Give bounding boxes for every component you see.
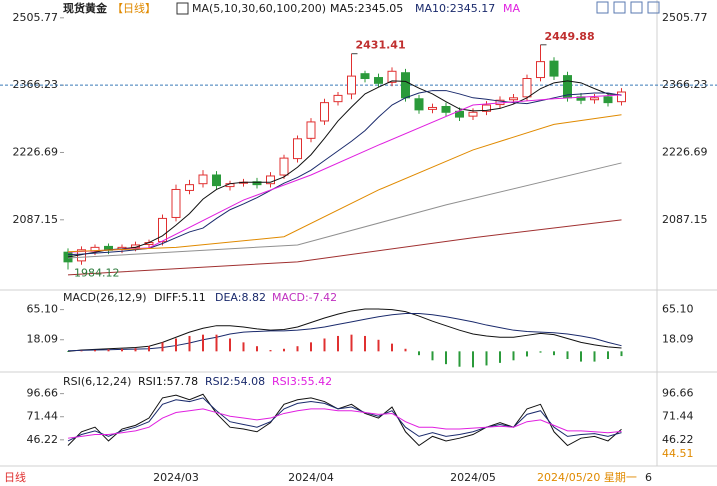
legend-entry: MACD:-7.42 bbox=[272, 291, 337, 304]
candle-body bbox=[603, 96, 613, 104]
candle-body bbox=[549, 60, 559, 77]
y-tick-label: 46.22 bbox=[662, 433, 694, 446]
line-series bbox=[67, 393, 622, 447]
y-tick-label: 2226.69 bbox=[662, 145, 708, 158]
y-tick-label: 65.10 bbox=[27, 303, 59, 316]
line-series bbox=[67, 80, 622, 258]
candle-body bbox=[360, 73, 370, 80]
legend-entry: MA bbox=[503, 2, 520, 15]
y-tick-label: 18.09 bbox=[27, 333, 59, 346]
x-tick-label: 2024/03 bbox=[153, 471, 199, 484]
legend-entry: DEA:8.82 bbox=[215, 291, 266, 304]
x-tick-label: 2024/05 bbox=[450, 471, 496, 484]
panel-title: RSI(6,12,24) bbox=[63, 375, 131, 388]
candle-body bbox=[158, 217, 167, 243]
panel-title: MACD(26,12,9) bbox=[63, 291, 147, 304]
period[interactable]: 【日线】 bbox=[112, 1, 156, 15]
line-series bbox=[67, 90, 622, 256]
candle-body bbox=[428, 106, 437, 110]
annotation: 2431.41 bbox=[356, 39, 406, 52]
y-tick-label: 2366.23 bbox=[662, 78, 708, 91]
y-tick-label: 71.44 bbox=[662, 410, 694, 423]
y-tick-label: 96.66 bbox=[662, 387, 694, 400]
candle-body bbox=[482, 104, 491, 112]
candle-body bbox=[455, 110, 464, 118]
icon[interactable] bbox=[613, 1, 626, 14]
candle-body bbox=[171, 188, 181, 218]
title: 现货黄金 bbox=[63, 1, 108, 15]
candle-body bbox=[374, 77, 383, 84]
candle-body bbox=[212, 174, 221, 187]
annotation: 1984.12 bbox=[74, 267, 120, 280]
x-tick-label: 2024/04 bbox=[288, 471, 334, 484]
footer-page: 6 bbox=[645, 471, 652, 484]
y-tick-label: 96.66 bbox=[27, 387, 59, 400]
legend-entry: RSI2:54.08 bbox=[205, 375, 265, 388]
icon[interactable] bbox=[596, 1, 609, 14]
candle-body bbox=[347, 75, 356, 95]
candle-body bbox=[293, 138, 302, 160]
candle-body bbox=[333, 94, 343, 103]
candle-body bbox=[617, 91, 626, 103]
y-tick-label: 18.09 bbox=[662, 333, 694, 346]
icon[interactable] bbox=[176, 2, 189, 15]
footer-date: 2024/05/20 星期一 bbox=[537, 471, 637, 484]
y-tick-label: 2087.15 bbox=[662, 213, 708, 226]
y-tick-label: 46.22 bbox=[27, 433, 59, 446]
candle-body bbox=[401, 72, 410, 99]
candle-body bbox=[387, 70, 397, 83]
legend-entry: RSI3:55.42 bbox=[272, 375, 332, 388]
line-series bbox=[67, 94, 622, 253]
candle-body bbox=[279, 157, 289, 176]
footer-period: 日线 bbox=[4, 470, 26, 484]
y-tick-label: 2226.69 bbox=[13, 145, 59, 158]
icon[interactable] bbox=[647, 1, 660, 14]
line-series bbox=[67, 313, 622, 352]
candle-body bbox=[414, 98, 424, 111]
legend-entry: DIFF:5.11 bbox=[154, 291, 206, 304]
candle-body bbox=[536, 61, 545, 79]
candle-body bbox=[320, 102, 329, 122]
y-tick-label: 2505.77 bbox=[13, 11, 59, 24]
line-series bbox=[67, 162, 622, 259]
line-series bbox=[67, 308, 622, 352]
indicator: MA(5,10,30,60,100,200) bbox=[192, 2, 326, 15]
y-tick-label: 71.44 bbox=[27, 410, 59, 423]
candle-body bbox=[185, 184, 194, 191]
candle-body bbox=[468, 111, 478, 117]
candle-body bbox=[266, 175, 275, 185]
icon[interactable] bbox=[630, 1, 643, 14]
line-series bbox=[67, 397, 622, 442]
candle-body bbox=[306, 121, 316, 139]
annotation: 2449.88 bbox=[545, 30, 595, 43]
candle-body bbox=[522, 78, 532, 98]
candle-body bbox=[441, 105, 451, 113]
line-series bbox=[67, 114, 622, 253]
legend-entry: MA5:2345.05 bbox=[330, 2, 403, 15]
legend-entry: RSI1:57.78 bbox=[138, 375, 198, 388]
side-label: 44.51 bbox=[662, 447, 694, 460]
y-tick-label: 65.10 bbox=[662, 303, 694, 316]
line-series bbox=[67, 408, 622, 439]
legend-entry: MA10:2345.17 bbox=[415, 2, 495, 15]
y-tick-label: 2505.77 bbox=[662, 11, 708, 24]
candle-body bbox=[509, 97, 518, 101]
toolbar-icons[interactable] bbox=[596, 1, 660, 14]
candle-body bbox=[590, 97, 599, 101]
y-tick-label: 2087.15 bbox=[13, 213, 59, 226]
candle-body bbox=[198, 174, 208, 185]
line-series bbox=[67, 219, 622, 276]
